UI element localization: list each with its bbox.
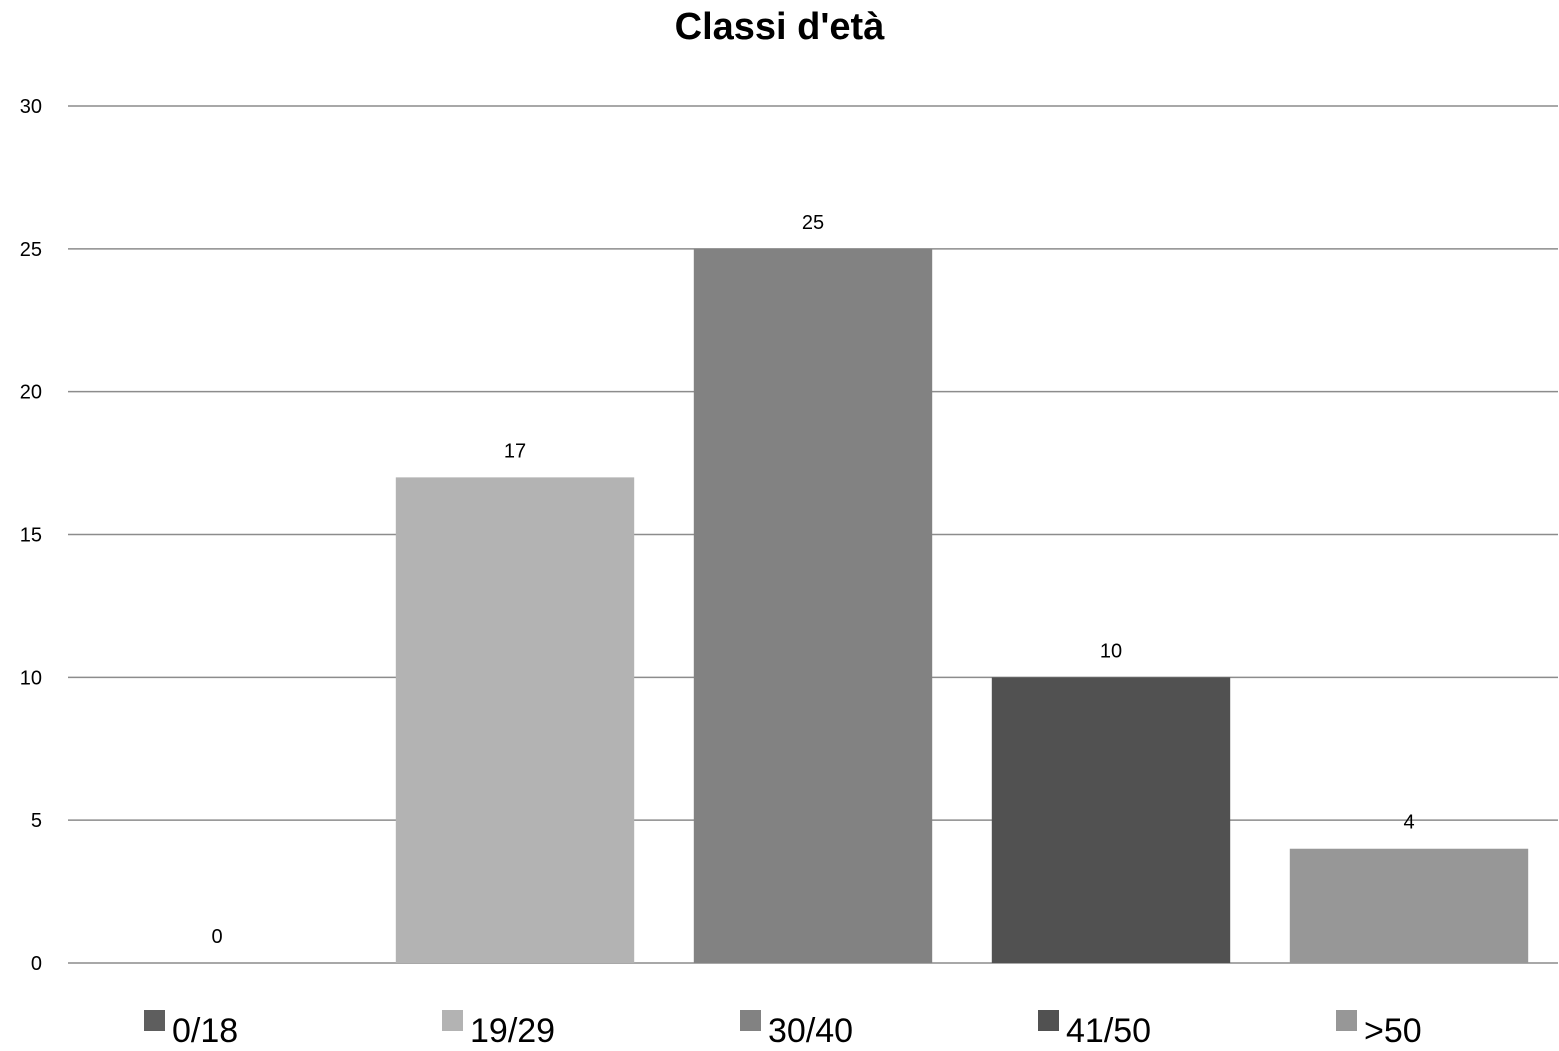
legend-swatch xyxy=(144,1010,165,1031)
y-tick-label: 30 xyxy=(20,96,42,118)
bar xyxy=(991,677,1231,963)
y-tick-label: 25 xyxy=(20,239,42,261)
bar xyxy=(693,248,933,964)
y-tick-label: 15 xyxy=(20,525,42,547)
legend: 0/18 19/29 30/40 41/50 >50 xyxy=(144,1010,1422,1050)
legend-swatch xyxy=(442,1010,463,1031)
bar xyxy=(395,477,635,963)
bars xyxy=(395,248,1529,964)
data-label: 10 xyxy=(1100,640,1122,662)
data-labels: 0 17 25 10 4 xyxy=(211,212,1414,948)
legend-swatch xyxy=(1336,1010,1357,1031)
legend-label: 41/50 xyxy=(1066,1012,1151,1050)
y-tick-label: 20 xyxy=(20,382,42,404)
data-label: 25 xyxy=(802,212,824,234)
legend-label: >50 xyxy=(1364,1012,1422,1050)
data-label: 0 xyxy=(211,926,222,948)
data-label: 17 xyxy=(504,440,526,462)
bar xyxy=(1289,848,1529,963)
legend-label: 0/18 xyxy=(172,1012,238,1050)
y-axis-ticks: 0 5 10 15 20 25 30 xyxy=(20,96,42,975)
y-tick-label: 10 xyxy=(20,667,42,689)
y-tick-label: 5 xyxy=(31,810,42,832)
legend-swatch xyxy=(740,1010,761,1031)
legend-label: 19/29 xyxy=(470,1012,555,1050)
y-tick-label: 0 xyxy=(31,953,42,975)
chart-title: Classi d'età xyxy=(674,6,885,48)
legend-label: 30/40 xyxy=(768,1012,853,1050)
data-label: 4 xyxy=(1403,812,1414,834)
legend-swatch xyxy=(1038,1010,1059,1031)
